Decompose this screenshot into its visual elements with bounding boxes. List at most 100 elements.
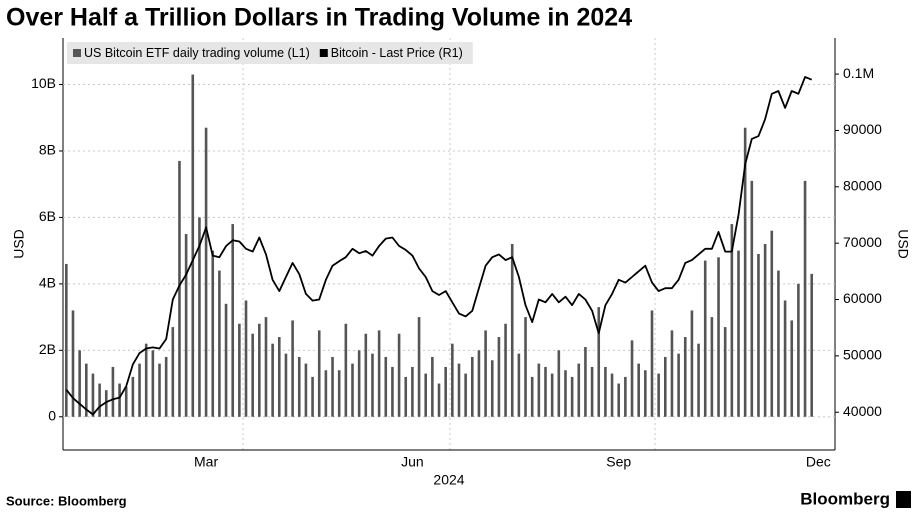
bar — [138, 363, 141, 417]
bar — [763, 244, 767, 417]
bar — [797, 283, 800, 417]
bar — [291, 320, 294, 417]
bar — [431, 356, 434, 417]
bar — [251, 333, 254, 417]
bar — [371, 353, 374, 417]
bar — [657, 373, 660, 417]
y2-tick-label: 70000 — [843, 234, 882, 250]
bar — [730, 224, 734, 417]
bar — [590, 366, 594, 417]
bar — [65, 263, 68, 417]
bar — [344, 323, 348, 417]
y2-axis-label: USD — [895, 229, 911, 259]
y-tick-label: 6B — [39, 208, 56, 224]
bar — [158, 363, 161, 417]
x-axis-label: 2024 — [433, 472, 464, 488]
bar — [218, 270, 221, 417]
y-tick-label: 4B — [39, 275, 56, 291]
bar — [331, 356, 334, 417]
bar — [770, 230, 774, 417]
bar — [790, 320, 794, 417]
bar — [277, 337, 281, 417]
bar — [683, 337, 687, 417]
legend-background — [67, 42, 473, 64]
bar — [91, 373, 95, 417]
bar — [557, 350, 561, 417]
bar — [497, 337, 501, 417]
legend-swatch — [73, 49, 81, 57]
bar — [424, 373, 428, 417]
y-tick-label: 8B — [39, 142, 56, 158]
bar — [191, 74, 195, 417]
bar — [524, 317, 527, 417]
y-axis-label: USD — [11, 229, 27, 259]
bar — [124, 386, 128, 417]
bar — [757, 253, 760, 417]
bar — [717, 257, 720, 417]
bar — [517, 353, 521, 417]
y-tick-label: 0 — [48, 407, 56, 423]
x-tick-label: Dec — [806, 454, 831, 470]
bar — [144, 343, 148, 417]
bar — [810, 273, 814, 417]
bar — [384, 356, 388, 417]
bar — [803, 180, 807, 417]
y2-tick-label: 80000 — [843, 177, 882, 193]
bar — [417, 317, 421, 417]
bar — [178, 160, 181, 417]
bar — [644, 370, 647, 417]
bar — [677, 353, 680, 417]
x-tick-label: Jun — [401, 454, 424, 470]
bar — [570, 376, 574, 417]
bar — [624, 376, 627, 417]
price-line — [65, 76, 813, 416]
y-tick-label: 2B — [39, 341, 56, 357]
bar — [710, 317, 714, 417]
y2-tick-label: 0.1M — [843, 65, 874, 81]
bar — [743, 127, 747, 417]
bar — [131, 376, 135, 417]
bar — [111, 366, 115, 417]
bar — [231, 224, 235, 417]
y2-tick-label: 90000 — [843, 121, 882, 137]
x-tick-label: Mar — [194, 454, 218, 470]
bar — [284, 353, 288, 417]
bar — [537, 363, 541, 417]
bar — [364, 333, 368, 417]
chart-title: Over Half a Trillion Dollars in Trading … — [6, 4, 632, 32]
bar — [703, 260, 707, 417]
bar — [98, 383, 101, 417]
bar — [258, 323, 261, 417]
bar — [444, 366, 447, 417]
bar — [317, 330, 321, 417]
brand-icon — [896, 491, 911, 508]
bar — [304, 363, 308, 417]
bar — [550, 373, 554, 417]
bar — [411, 366, 414, 417]
bar — [663, 356, 667, 417]
y2-tick-label: 60000 — [843, 290, 882, 306]
bar — [271, 343, 274, 417]
bar — [510, 244, 514, 417]
bar — [750, 180, 754, 417]
bar — [783, 300, 787, 417]
bar — [697, 343, 700, 417]
bar — [544, 366, 547, 417]
bar — [391, 366, 394, 417]
bar — [104, 390, 108, 417]
bar — [577, 363, 581, 417]
source: Source: Bloomberg — [6, 493, 127, 508]
legend-swatch — [319, 49, 328, 57]
bar — [71, 310, 75, 417]
bar — [198, 217, 201, 417]
bar — [238, 323, 241, 417]
bar — [377, 330, 381, 417]
bar — [118, 383, 121, 417]
bar — [777, 270, 780, 417]
bar — [564, 370, 567, 417]
bar — [451, 343, 454, 417]
bar — [597, 307, 601, 417]
bar — [690, 310, 694, 417]
bar — [78, 350, 81, 417]
